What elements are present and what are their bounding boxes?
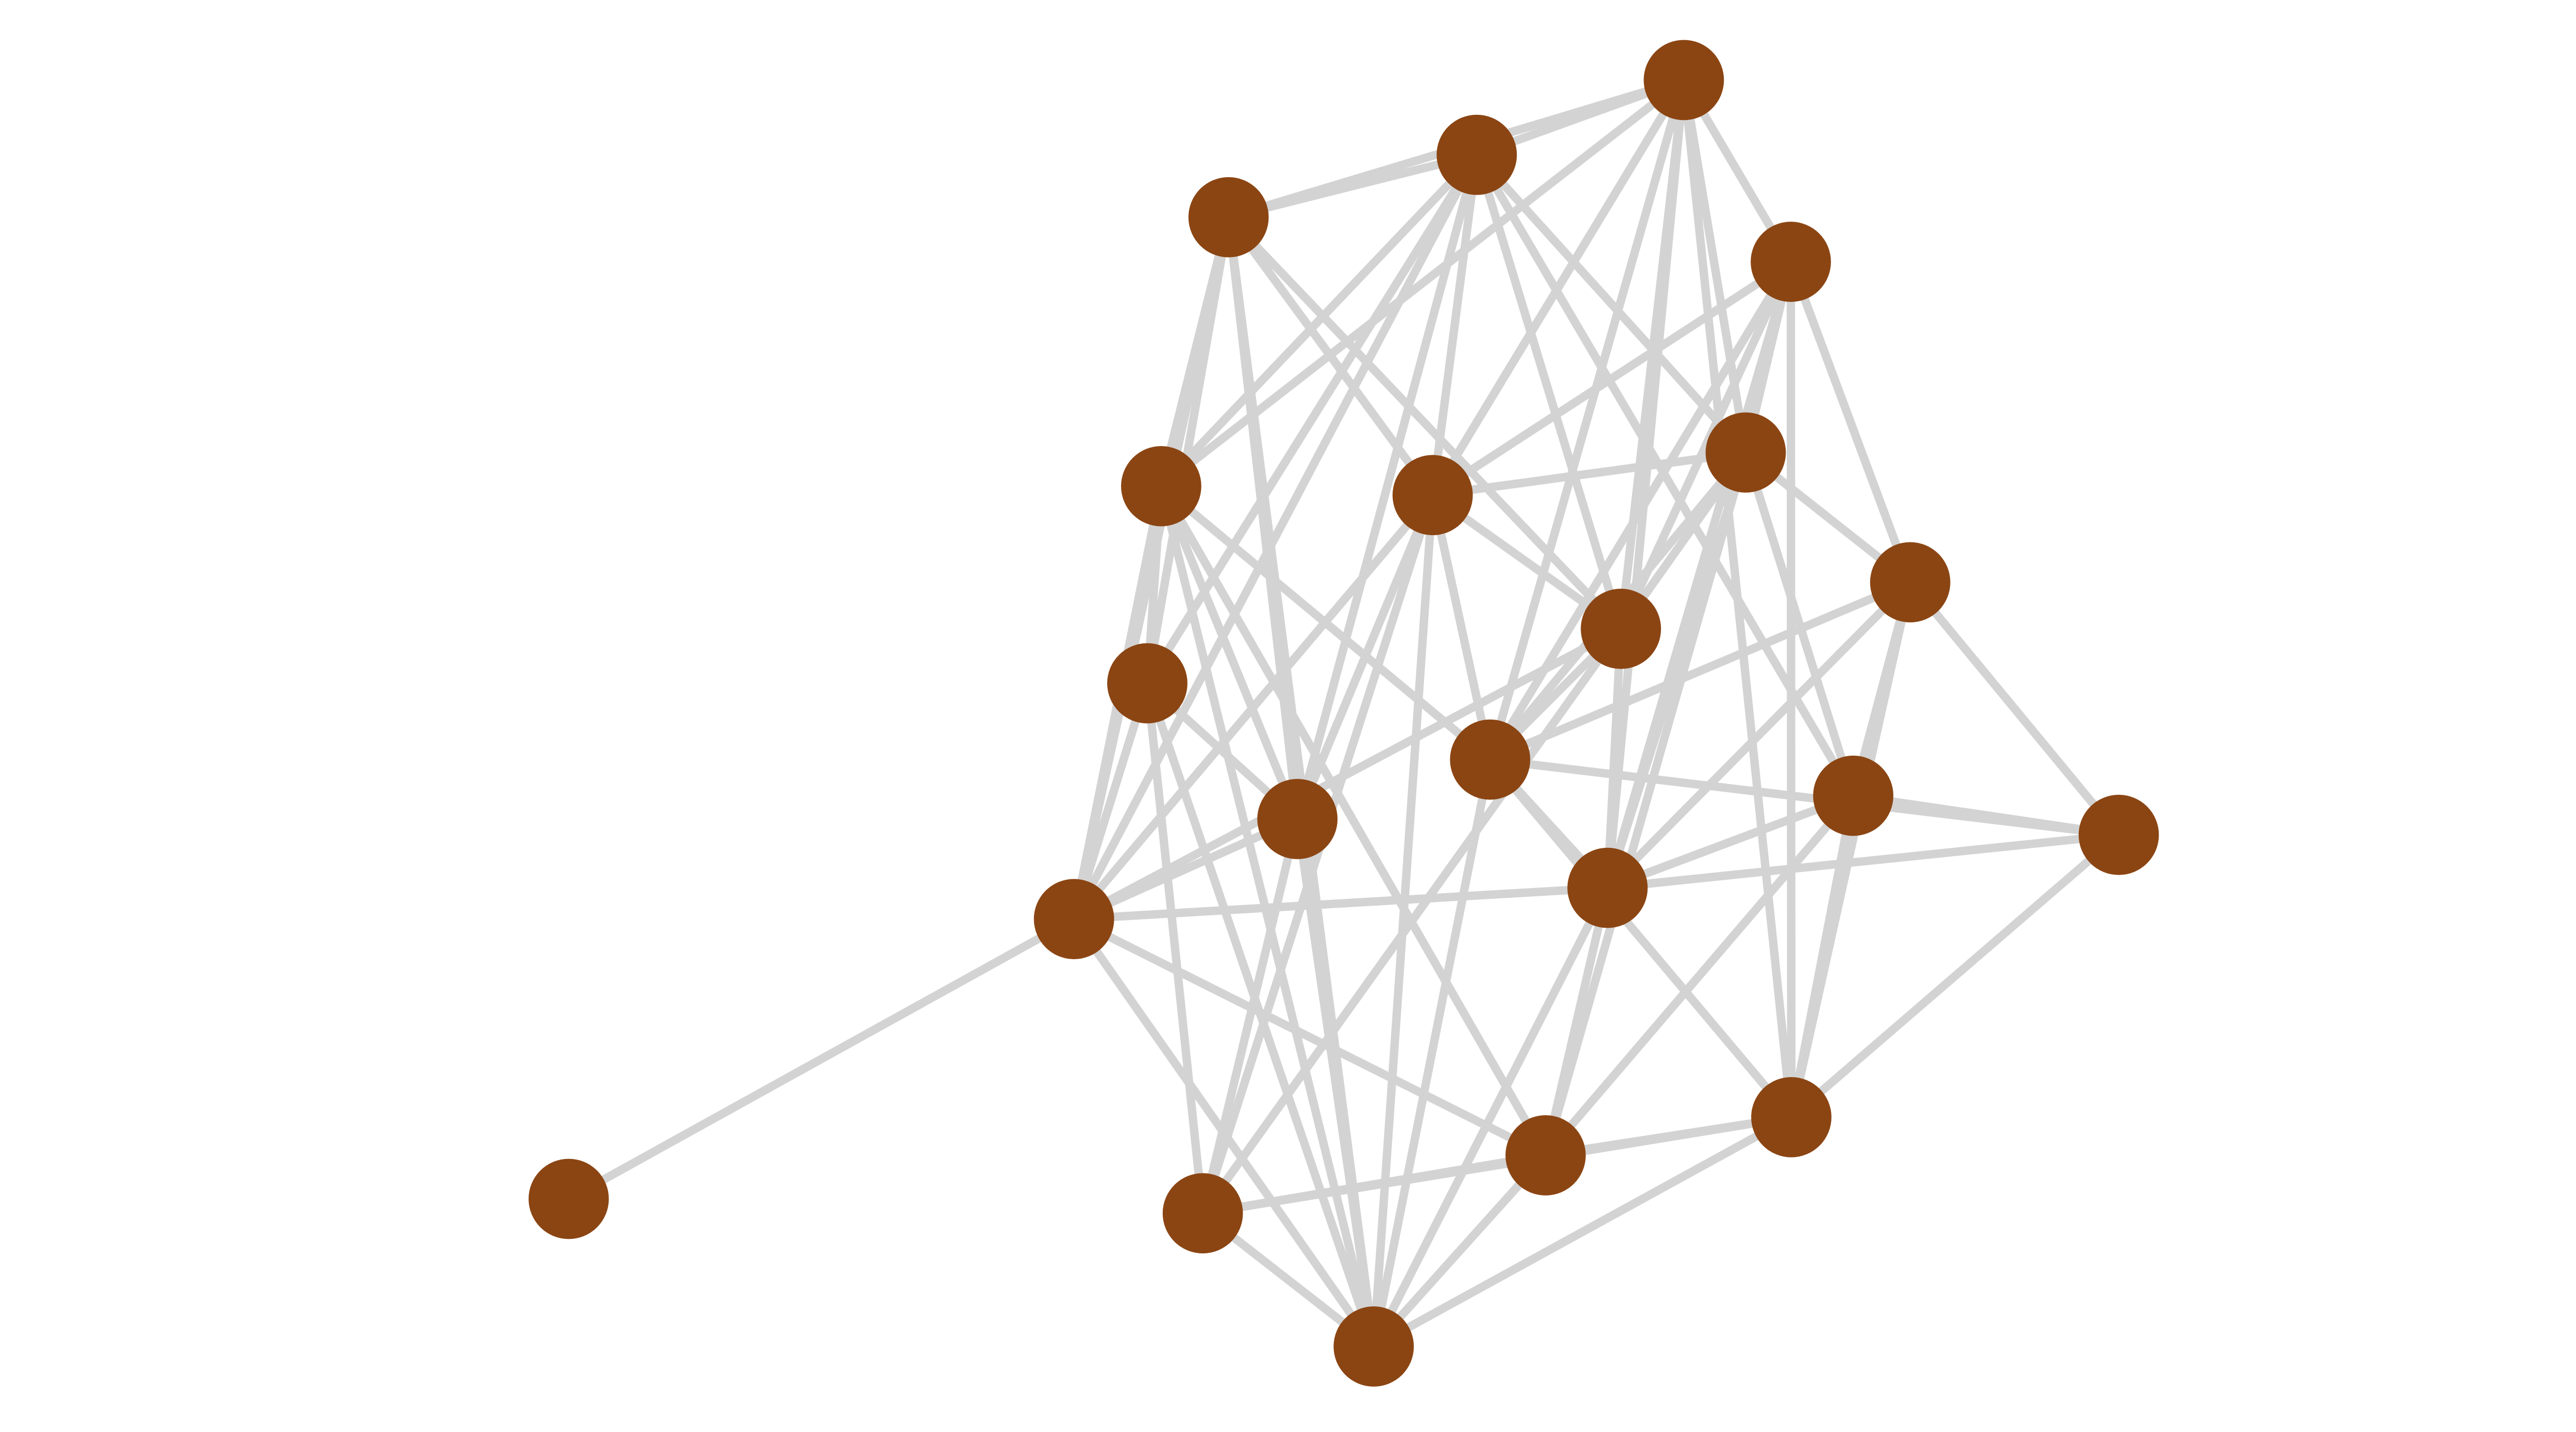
graph-edge xyxy=(1157,484,1550,1157)
graph-edge xyxy=(1198,493,1437,1215)
graph-edge xyxy=(1370,1152,1549,1350)
graph-node xyxy=(1751,221,1831,302)
graph-node xyxy=(1257,779,1338,859)
graph-node xyxy=(528,1158,609,1239)
graph-edge xyxy=(1430,258,1793,499)
graph-edge xyxy=(1788,831,2122,1121)
node-layer xyxy=(528,40,2159,1387)
graph-edge xyxy=(1741,451,1857,797)
graph-node xyxy=(1813,755,1893,836)
graph-edge xyxy=(1070,682,1151,920)
graph-node xyxy=(1121,446,1201,526)
graph-edge xyxy=(1486,79,1688,761)
graph-node xyxy=(1567,847,1648,928)
graph-edge xyxy=(1603,628,1625,889)
graph-node xyxy=(1581,588,1662,669)
graph-edge xyxy=(1371,1113,1793,1351)
graph-edge xyxy=(1072,815,1299,923)
graph-edge xyxy=(1072,915,1548,1160)
graph-edge xyxy=(1293,493,1437,821)
graph-edge xyxy=(1607,830,2120,892)
graph-edge xyxy=(1202,1151,1547,1218)
graph-edge xyxy=(1541,451,1750,1157)
graph-node xyxy=(1107,643,1188,724)
graph-edge xyxy=(1369,495,1437,1347)
graph-node xyxy=(1705,412,1786,493)
graph-edge xyxy=(1488,578,1912,764)
edge-layer xyxy=(566,76,2122,1351)
graph-edge xyxy=(1852,791,2120,839)
graph-node xyxy=(1188,177,1269,258)
graph-edge xyxy=(1606,792,1855,892)
graph-node xyxy=(1436,114,1517,195)
graph-edge xyxy=(1472,154,1625,630)
graph-node xyxy=(1751,1077,1832,1157)
graph-edge xyxy=(1070,152,1481,922)
graph-node xyxy=(1162,1173,1243,1254)
graph-edge xyxy=(1225,214,1624,632)
graph-edge xyxy=(1541,887,1612,1156)
graph-edge xyxy=(1157,484,1301,821)
graph-node xyxy=(2078,794,2159,875)
graph-edge xyxy=(1369,759,1495,1348)
graph-node xyxy=(1505,1115,1586,1196)
graph-node xyxy=(1333,1306,1414,1387)
graph-edge xyxy=(1157,485,1378,1348)
graph-edge xyxy=(1370,885,1612,1349)
graph-edge xyxy=(1143,683,1207,1214)
graph-edge xyxy=(1227,150,1478,221)
graph-edge xyxy=(566,915,1076,1203)
graph-edge xyxy=(1542,793,1857,1158)
graph-edge xyxy=(1486,260,1794,762)
graph-edge xyxy=(1293,154,1481,821)
graph-edge xyxy=(1604,579,1913,891)
graph-edge xyxy=(1074,883,1608,924)
graph-edge xyxy=(1787,795,1858,1118)
graph-edge xyxy=(1603,79,1688,889)
graph-edge xyxy=(1225,214,1436,498)
graph-edge xyxy=(1907,579,2122,838)
graph-node xyxy=(1450,719,1531,800)
graph-edge xyxy=(1787,260,1914,584)
graph-edge xyxy=(1158,151,1480,489)
graph-node xyxy=(1392,455,1473,536)
graph-node xyxy=(1033,879,1114,960)
graph-edge xyxy=(1071,492,1436,922)
graph-edge xyxy=(1487,757,1795,1120)
graph-edge xyxy=(1432,448,1747,500)
graph-edge xyxy=(1428,494,1495,761)
graph-edge xyxy=(1199,626,1624,1216)
graph-node xyxy=(1643,40,1724,121)
graph-edge xyxy=(1070,916,1378,1349)
graph-node xyxy=(1870,542,1951,623)
graph-edge xyxy=(1198,818,1302,1215)
